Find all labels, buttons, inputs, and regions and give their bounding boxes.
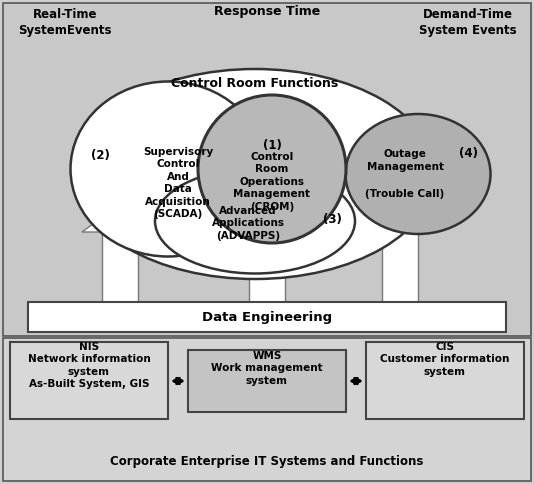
FancyBboxPatch shape [10,342,168,419]
Text: (3): (3) [323,212,341,226]
FancyBboxPatch shape [28,302,506,332]
Ellipse shape [75,69,435,279]
Text: Data Engineering: Data Engineering [202,311,332,323]
Ellipse shape [155,168,355,273]
FancyBboxPatch shape [3,338,531,481]
Ellipse shape [345,114,491,234]
FancyBboxPatch shape [188,350,346,412]
FancyBboxPatch shape [366,342,524,419]
Polygon shape [102,232,138,326]
Text: (2): (2) [91,150,109,163]
Text: CIS
Customer information
system: CIS Customer information system [380,342,509,377]
Polygon shape [82,204,158,232]
Text: Real-Time
SystemEvents: Real-Time SystemEvents [18,8,112,37]
Ellipse shape [198,95,346,243]
Polygon shape [382,232,418,326]
FancyBboxPatch shape [3,3,531,336]
Text: Control Room Functions: Control Room Functions [171,77,339,90]
Polygon shape [229,204,305,232]
Text: Supervisory
Control
And
Data
Acquisition
(SCADA): Supervisory Control And Data Acquisition… [143,147,213,219]
Text: WMS
Work management
system: WMS Work management system [211,351,323,386]
Polygon shape [249,232,285,326]
Text: NIS
Network information
system
As-Built System, GIS: NIS Network information system As-Built … [28,342,151,389]
Text: Control
Room
Operations
Management
(CROM): Control Room Operations Management (CROM… [233,152,310,212]
Text: (4): (4) [459,148,477,161]
Polygon shape [362,204,438,232]
Ellipse shape [70,81,265,257]
Text: Response Time: Response Time [214,5,320,18]
Text: Corporate Enterprise IT Systems and Functions: Corporate Enterprise IT Systems and Func… [111,455,423,469]
Text: Demand-Time
System Events: Demand-Time System Events [419,8,517,37]
Text: Advanced
Applications
(ADVAPPS): Advanced Applications (ADVAPPS) [211,206,285,241]
Text: (1): (1) [263,139,281,152]
Text: Outage
Management

(Trouble Call): Outage Management (Trouble Call) [365,149,445,199]
